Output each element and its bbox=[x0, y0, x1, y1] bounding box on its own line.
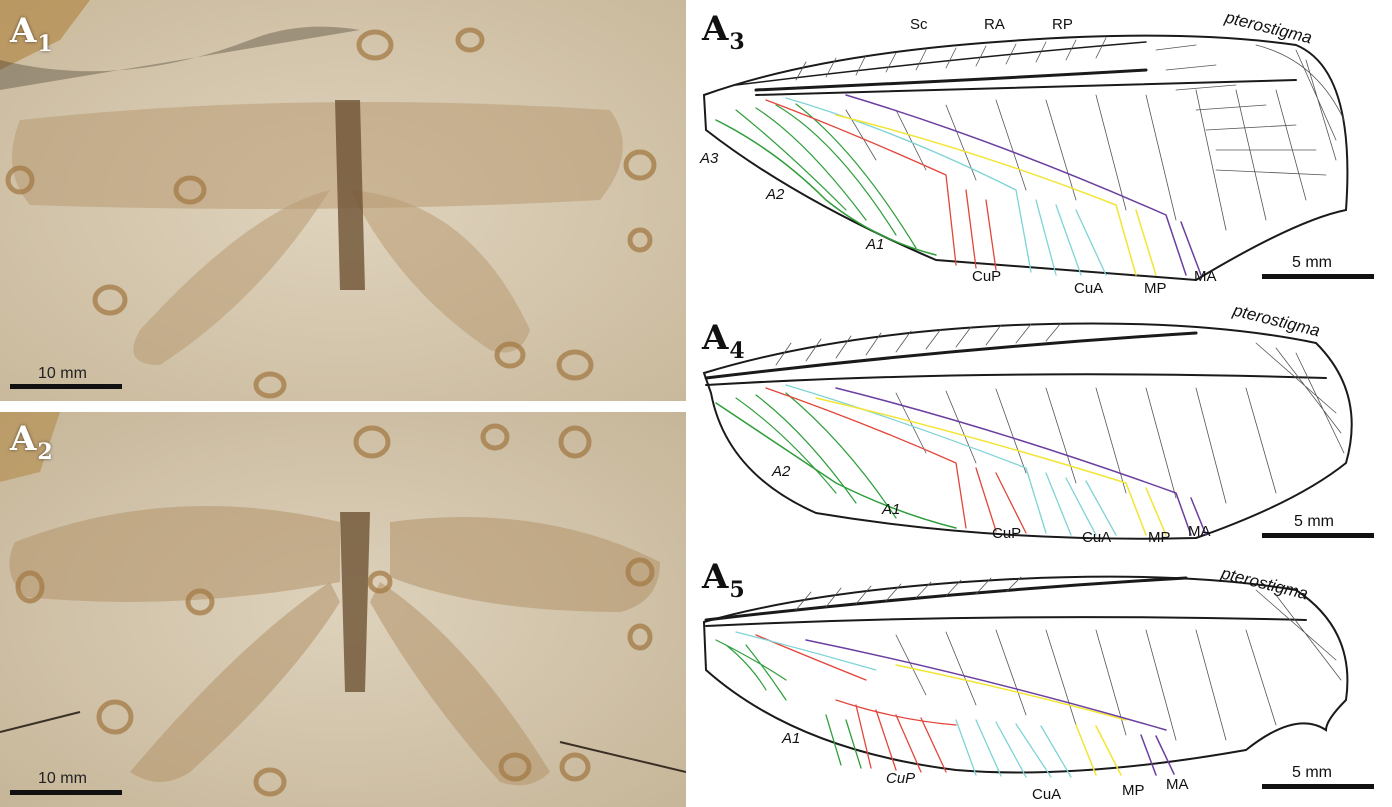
scale-label-a4: 5 mm bbox=[1294, 513, 1334, 530]
abdomen bbox=[335, 100, 365, 290]
scale-bar-a3 bbox=[1262, 274, 1374, 279]
panel-label-a3: A3 bbox=[702, 9, 745, 55]
vein-label-mp: MP bbox=[1148, 529, 1171, 546]
fossil-photo-a2: A2 10 mm bbox=[0, 412, 686, 807]
abdomen bbox=[340, 512, 370, 692]
scale-bar-a5 bbox=[1262, 784, 1374, 789]
vein-label-ra: RA bbox=[984, 16, 1005, 33]
vein-label-a2: A2 bbox=[772, 463, 791, 480]
wing-outline-a5 bbox=[702, 575, 1349, 778]
panel-label-a4: A4 bbox=[702, 318, 745, 364]
panel-label-a2: A2 bbox=[10, 419, 53, 465]
scale-bar-a2 bbox=[10, 790, 122, 795]
vein-label-cua: CuA bbox=[1082, 529, 1112, 546]
wing-drawing-a5: A5 pterostigma A1 CuP CuA MP MA 5 mm bbox=[696, 550, 1392, 807]
vein-label-ma: MA bbox=[1166, 776, 1189, 793]
scale-bar-a1 bbox=[10, 384, 122, 389]
fossil-photo-a1: A1 10 mm bbox=[0, 0, 686, 401]
wing-drawing-a3: A3 Sc RA RP pterostigma A3 A2 A1 CuP CuA… bbox=[696, 0, 1392, 300]
vein-label-a1: A1 bbox=[782, 730, 801, 747]
vein-label-sc: Sc bbox=[910, 16, 928, 33]
scale-label-a2: 10 mm bbox=[38, 770, 87, 787]
vein-label-mp: MP bbox=[1144, 280, 1167, 297]
vein-label-cua: CuA bbox=[1074, 280, 1104, 297]
vein-label-mp: MP bbox=[1122, 782, 1145, 799]
vein-label-cup: CuP bbox=[992, 525, 1022, 542]
vein-label-a3: A3 bbox=[700, 150, 719, 167]
vein-label-a2: A2 bbox=[766, 186, 785, 203]
forewing bbox=[9, 506, 340, 602]
wing-outline-a4 bbox=[702, 322, 1353, 540]
panel-label-a1: A1 bbox=[10, 11, 53, 57]
wing-drawing-a4: A4 pterostigma A2 A1 CuP CuA MP MA 5 mm bbox=[696, 301, 1392, 548]
wing-outline-a3 bbox=[702, 34, 1349, 282]
vein-label-a1: A1 bbox=[866, 236, 885, 253]
fossil-photo-a1-image bbox=[0, 0, 686, 401]
forewing bbox=[12, 102, 623, 209]
scale-label-a5: 5 mm bbox=[1292, 764, 1332, 781]
vein-label-a1: A1 bbox=[882, 501, 901, 518]
fossil-photo-a2-image bbox=[0, 412, 686, 807]
scale-label-a3: 5 mm bbox=[1292, 254, 1332, 271]
vein-label-cup: CuP bbox=[972, 268, 1002, 285]
vein-label-ma: MA bbox=[1194, 268, 1217, 285]
vein-label-ma: MA bbox=[1188, 523, 1211, 540]
scale-label-a1: 10 mm bbox=[38, 365, 87, 382]
vein-label-cua: CuA bbox=[1032, 786, 1062, 803]
vein-label-cup: CuP bbox=[886, 770, 916, 787]
vein-label-rp: RP bbox=[1052, 16, 1073, 33]
panel-label-a5: A5 bbox=[702, 557, 745, 603]
scale-bar-a4 bbox=[1262, 533, 1374, 538]
